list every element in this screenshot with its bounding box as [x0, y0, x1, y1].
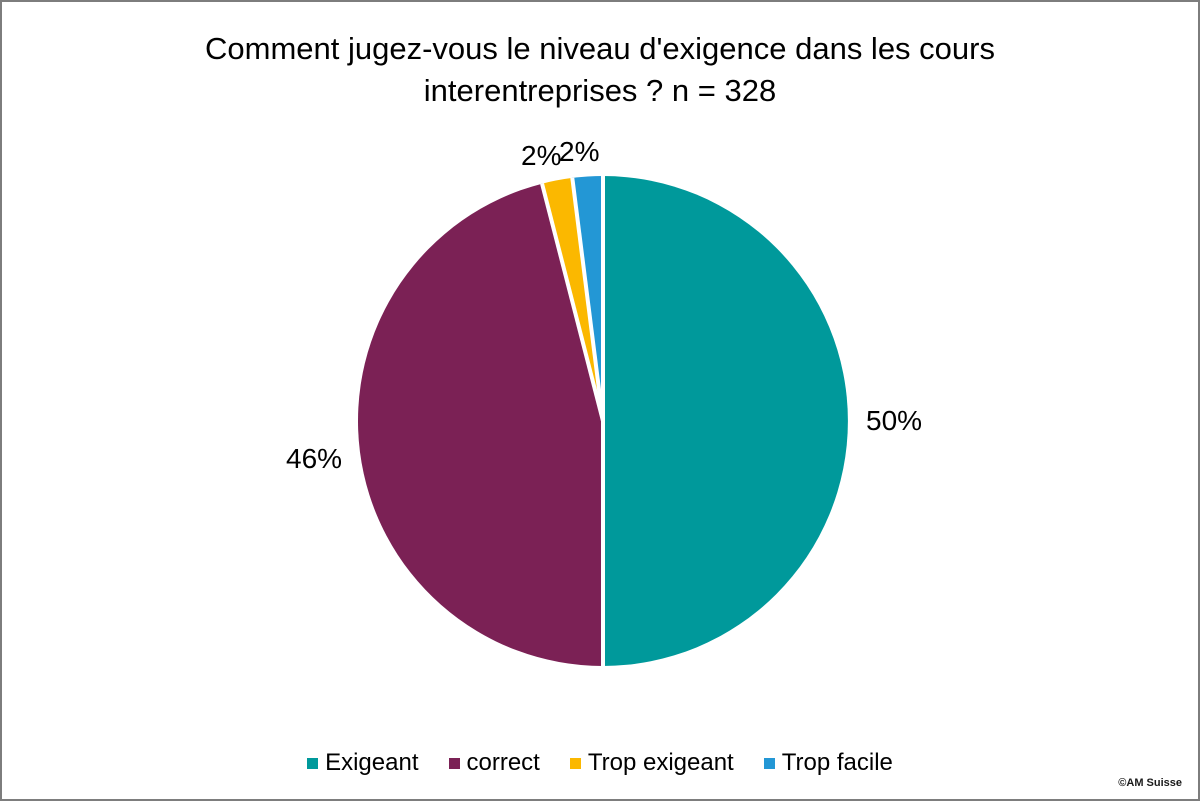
legend-label: Exigeant — [325, 749, 419, 776]
copyright-text: ©AM Suisse — [1118, 777, 1182, 789]
pie-chart — [358, 176, 848, 666]
legend-item-correct: correct — [448, 749, 540, 777]
legend-item-trop-exigeant: Trop exigeant — [569, 749, 734, 777]
chart-title: Comment jugez-vous le niveau d'exigence … — [205, 31, 995, 108]
data-label-trop-exigeant: 2% — [521, 140, 562, 171]
pie-slice-correct — [358, 183, 603, 666]
pie-slice-exigeant — [603, 176, 848, 666]
legend-item-exigeant: Exigeant — [307, 749, 419, 777]
legend-swatch-exigeant — [307, 757, 319, 769]
data-label-exigeant: 50% — [866, 405, 923, 436]
data-label-trop-facile: 2% — [559, 136, 600, 167]
legend-label: Trop facile — [781, 749, 893, 776]
legend-swatch-trop-exigeant — [569, 757, 581, 769]
legend-label: correct — [466, 749, 540, 776]
legend-item-trop-facile: Trop facile — [763, 749, 893, 777]
chart-legend: Exigeant correct Trop exigeant Trop facile — [2, 749, 1198, 777]
slice-separator — [570, 177, 605, 422]
data-label-correct: 46% — [286, 443, 343, 474]
slice-separator — [540, 183, 605, 422]
legend-swatch-trop-facile — [763, 757, 775, 769]
legend-label: Trop exigeant — [587, 749, 734, 776]
legend-swatch-correct — [448, 757, 460, 769]
